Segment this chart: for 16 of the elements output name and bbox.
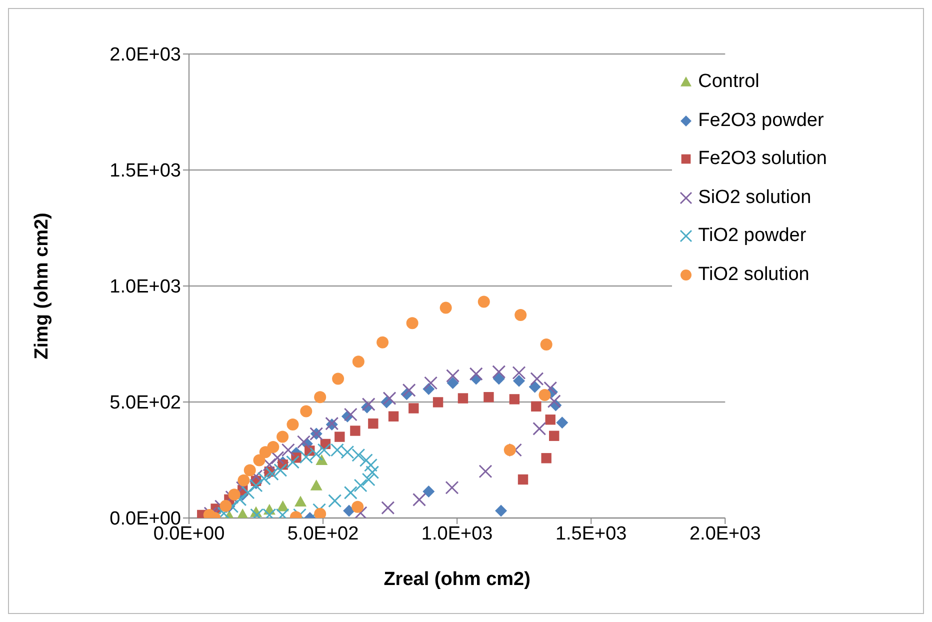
legend-label: SiO2 solution [698, 186, 812, 209]
x-tick-label: 2.0E+03 [689, 523, 761, 544]
y-tick-label: 2.0E+03 [110, 44, 181, 66]
x-axis-title: Zreal (ohm cm2) [384, 569, 530, 590]
legend-label: Control [698, 71, 760, 94]
y-axis-title: Zimg (ohm cm2) [32, 212, 53, 360]
legend-label: Fe2O3 solution [698, 148, 827, 170]
legend-label: TiO2 powder [698, 225, 806, 248]
legend-label: TiO2 solution [698, 264, 810, 286]
x-tick-label: 5.0E+02 [287, 523, 359, 544]
y-tick-label: 1.5E+03 [110, 160, 181, 182]
legend-label: Fe2O3 powder [698, 110, 824, 132]
x-tick-label: 1.5E+03 [555, 523, 627, 544]
y-tick-label: 5.0E+02 [110, 392, 181, 414]
x-tick-label: 1.0E+03 [421, 523, 493, 544]
y-tick-label: 1.0E+03 [110, 276, 181, 298]
